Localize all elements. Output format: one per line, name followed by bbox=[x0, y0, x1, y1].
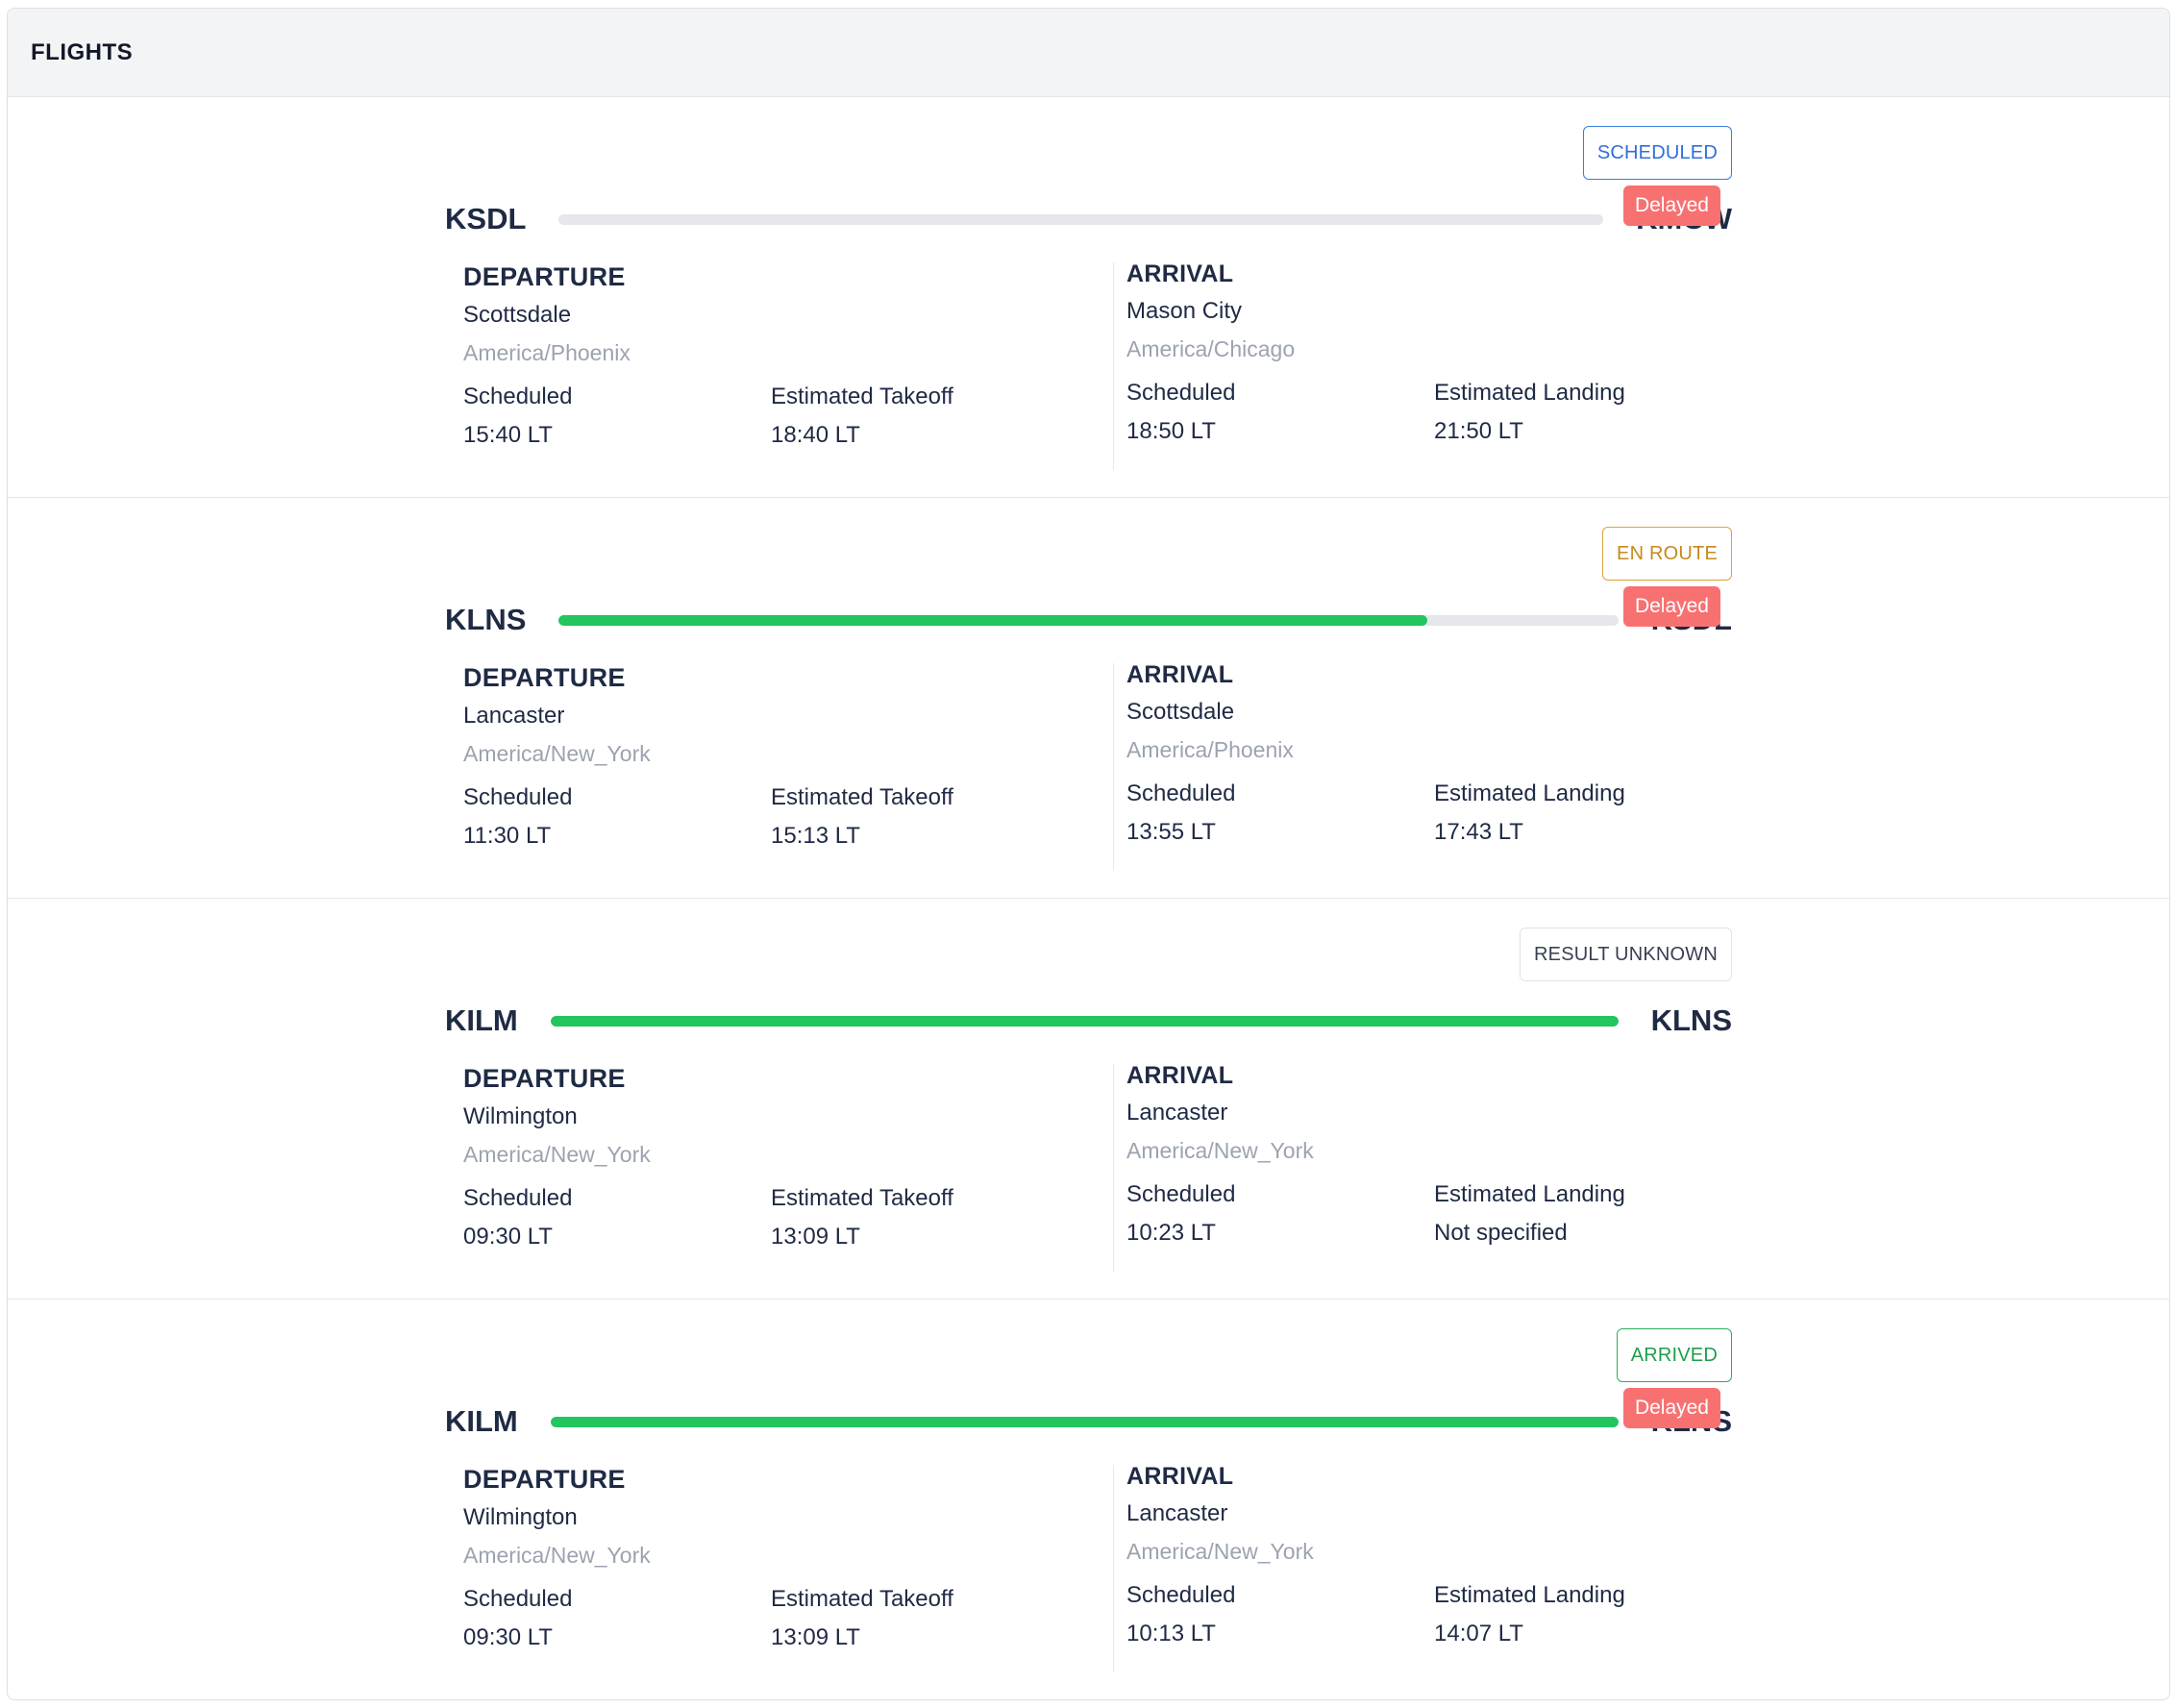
arrival-city: Lancaster bbox=[1126, 1500, 1228, 1526]
status-badge: EN ROUTE bbox=[1602, 527, 1732, 581]
route-bar: KILM KLNS bbox=[445, 1001, 1732, 1041]
estimated-landing-time: 21:50 LT bbox=[1434, 418, 1523, 444]
departure-code: KLNS bbox=[445, 603, 527, 636]
scheduled-label: Scheduled bbox=[463, 1185, 573, 1211]
arrival-heading: ARRIVAL bbox=[1126, 661, 1234, 688]
departure-heading: DEPARTURE bbox=[463, 1064, 626, 1093]
estimated-landing-label: Estimated Landing bbox=[1434, 780, 1625, 806]
departure-timezone: America/New_York bbox=[463, 741, 651, 766]
arrival-heading: ARRIVAL bbox=[1126, 1062, 1234, 1089]
arrival-column: ARRIVAL Scottsdale America/Phoenix Sched… bbox=[1113, 661, 1780, 871]
flight-card[interactable]: RESULT UNKNOWN KILM KLNS DEPARTURE Wilmi… bbox=[8, 899, 2169, 1300]
estimated-takeoff-label: Estimated Takeoff bbox=[771, 784, 953, 810]
departure-scheduled-time: 11:30 LT bbox=[463, 823, 552, 849]
delayed-badge: Delayed bbox=[1622, 1388, 1720, 1428]
arrival-column: ARRIVAL Lancaster America/New_York Sched… bbox=[1113, 1463, 1780, 1672]
arrival-timezone: America/New_York bbox=[1126, 1539, 1314, 1564]
estimated-landing-time: 17:43 LT bbox=[1434, 819, 1523, 845]
panel-header: FLIGHTS bbox=[8, 9, 2169, 97]
flight-card[interactable]: SCHEDULED KSDL KMCW DEPARTURE Scottsdale… bbox=[8, 97, 2169, 498]
progress-track bbox=[550, 1015, 1619, 1027]
estimated-landing-label: Estimated Landing bbox=[1434, 380, 1625, 406]
departure-timezone: America/New_York bbox=[463, 1543, 651, 1568]
arrival-code: KLNS bbox=[1650, 1003, 1732, 1037]
departure-heading: DEPARTURE bbox=[463, 262, 626, 291]
scheduled-label: Scheduled bbox=[463, 1586, 573, 1612]
departure-column: DEPARTURE Wilmington America/New_York Sc… bbox=[463, 1465, 1117, 1672]
arrival-city: Lancaster bbox=[1126, 1100, 1228, 1126]
arrival-timezone: America/New_York bbox=[1126, 1138, 1314, 1163]
estimated-takeoff-time: 15:13 LT bbox=[771, 823, 860, 849]
arrival-timezone: America/Chicago bbox=[1126, 336, 1296, 361]
status-badge: RESULT UNKNOWN bbox=[1520, 928, 1732, 981]
arrival-scheduled-time: 10:13 LT bbox=[1126, 1621, 1216, 1646]
arrival-scheduled-time: 13:55 LT bbox=[1126, 819, 1216, 845]
route-bar: KSDL KMCW bbox=[445, 199, 1732, 239]
arrival-city: Scottsdale bbox=[1126, 699, 1235, 725]
delayed-badge: Delayed bbox=[1622, 586, 1720, 627]
route-bar: KLNS KSDL bbox=[445, 600, 1732, 640]
departure-column: DEPARTURE Lancaster America/New_York Sch… bbox=[463, 663, 1117, 871]
estimated-landing-label: Estimated Landing bbox=[1434, 1582, 1625, 1608]
departure-scheduled-time: 09:30 LT bbox=[463, 1224, 553, 1250]
progress-track bbox=[558, 614, 1619, 626]
departure-column: DEPARTURE Scottsdale America/Phoenix Sch… bbox=[463, 262, 1117, 470]
scheduled-label: Scheduled bbox=[1126, 780, 1236, 806]
flights-panel: FLIGHTS SCHEDULED KSDL KMCW DEPARTURE Sc… bbox=[7, 8, 2170, 1700]
estimated-takeoff-time: 13:09 LT bbox=[771, 1624, 860, 1650]
departure-city: Lancaster bbox=[463, 703, 565, 729]
estimated-landing-time: 14:07 LT bbox=[1434, 1621, 1523, 1646]
progress-fill bbox=[550, 1416, 1619, 1427]
estimated-takeoff-time: 13:09 LT bbox=[771, 1224, 860, 1250]
progress-fill bbox=[550, 1015, 1619, 1027]
departure-heading: DEPARTURE bbox=[463, 1465, 626, 1494]
departure-code: KILM bbox=[445, 1404, 518, 1438]
scheduled-label: Scheduled bbox=[463, 384, 573, 409]
arrival-city: Mason City bbox=[1126, 298, 1243, 324]
flight-card[interactable]: ARRIVED KILM KLNS DEPARTURE Wilmington A… bbox=[8, 1300, 2169, 1699]
departure-timezone: America/New_York bbox=[463, 1142, 651, 1167]
departure-heading: DEPARTURE bbox=[463, 663, 626, 692]
arrival-heading: ARRIVAL bbox=[1126, 1463, 1234, 1490]
arrival-timezone: America/Phoenix bbox=[1126, 737, 1294, 762]
panel-title: FLIGHTS bbox=[31, 38, 134, 65]
departure-column: DEPARTURE Wilmington America/New_York Sc… bbox=[463, 1064, 1117, 1272]
departure-scheduled-time: 15:40 LT bbox=[463, 422, 553, 448]
scheduled-label: Scheduled bbox=[1126, 1181, 1236, 1207]
departure-city: Wilmington bbox=[463, 1504, 578, 1530]
arrival-column: ARRIVAL Mason City America/Chicago Sched… bbox=[1113, 260, 1780, 470]
arrival-scheduled-time: 10:23 LT bbox=[1126, 1220, 1216, 1246]
arrival-column: ARRIVAL Lancaster America/New_York Sched… bbox=[1113, 1062, 1780, 1272]
route-bar: KILM KLNS bbox=[445, 1401, 1732, 1442]
departure-city: Scottsdale bbox=[463, 302, 572, 328]
flight-card[interactable]: EN ROUTE KLNS KSDL DEPARTURE Lancaster A… bbox=[8, 498, 2169, 899]
status-badge: ARRIVED bbox=[1616, 1328, 1732, 1382]
status-badge: SCHEDULED bbox=[1582, 126, 1732, 180]
scheduled-label: Scheduled bbox=[1126, 1582, 1236, 1608]
departure-timezone: America/Phoenix bbox=[463, 340, 631, 365]
estimated-takeoff-label: Estimated Takeoff bbox=[771, 1586, 953, 1612]
estimated-takeoff-label: Estimated Takeoff bbox=[771, 384, 953, 409]
departure-code: KSDL bbox=[445, 202, 527, 235]
arrival-heading: ARRIVAL bbox=[1126, 260, 1234, 287]
scheduled-label: Scheduled bbox=[1126, 380, 1236, 406]
scheduled-label: Scheduled bbox=[463, 784, 573, 810]
progress-track bbox=[550, 1416, 1619, 1427]
arrival-scheduled-time: 18:50 LT bbox=[1126, 418, 1216, 444]
estimated-takeoff-label: Estimated Takeoff bbox=[771, 1185, 953, 1211]
progress-track bbox=[558, 213, 1604, 225]
progress-fill bbox=[558, 614, 1428, 626]
departure-scheduled-time: 09:30 LT bbox=[463, 1624, 553, 1650]
departure-code: KILM bbox=[445, 1003, 518, 1037]
estimated-landing-time: Not specified bbox=[1434, 1220, 1568, 1246]
delayed-badge: Delayed bbox=[1622, 186, 1720, 226]
estimated-landing-label: Estimated Landing bbox=[1434, 1181, 1625, 1207]
departure-city: Wilmington bbox=[463, 1103, 578, 1129]
estimated-takeoff-time: 18:40 LT bbox=[771, 422, 860, 448]
